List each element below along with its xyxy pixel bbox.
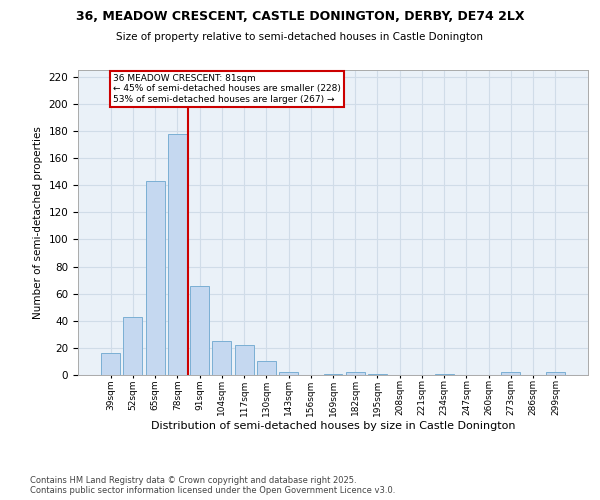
Text: 36 MEADOW CRESCENT: 81sqm
← 45% of semi-detached houses are smaller (228)
53% of: 36 MEADOW CRESCENT: 81sqm ← 45% of semi-…: [113, 74, 341, 104]
Bar: [101, 354, 120, 375]
Bar: [168, 134, 187, 375]
Bar: [368, 374, 387, 375]
Bar: [212, 341, 231, 375]
Text: Size of property relative to semi-detached houses in Castle Donington: Size of property relative to semi-detach…: [116, 32, 484, 42]
Text: Contains HM Land Registry data © Crown copyright and database right 2025.
Contai: Contains HM Land Registry data © Crown c…: [30, 476, 395, 495]
Bar: [279, 372, 298, 375]
Bar: [435, 374, 454, 375]
Bar: [146, 181, 164, 375]
Bar: [235, 345, 254, 375]
Y-axis label: Number of semi-detached properties: Number of semi-detached properties: [33, 126, 43, 319]
Bar: [546, 372, 565, 375]
X-axis label: Distribution of semi-detached houses by size in Castle Donington: Distribution of semi-detached houses by …: [151, 421, 515, 431]
Bar: [124, 316, 142, 375]
Bar: [257, 362, 276, 375]
Bar: [346, 372, 365, 375]
Text: 36, MEADOW CRESCENT, CASTLE DONINGTON, DERBY, DE74 2LX: 36, MEADOW CRESCENT, CASTLE DONINGTON, D…: [76, 10, 524, 23]
Bar: [323, 374, 343, 375]
Bar: [502, 372, 520, 375]
Bar: [190, 286, 209, 375]
